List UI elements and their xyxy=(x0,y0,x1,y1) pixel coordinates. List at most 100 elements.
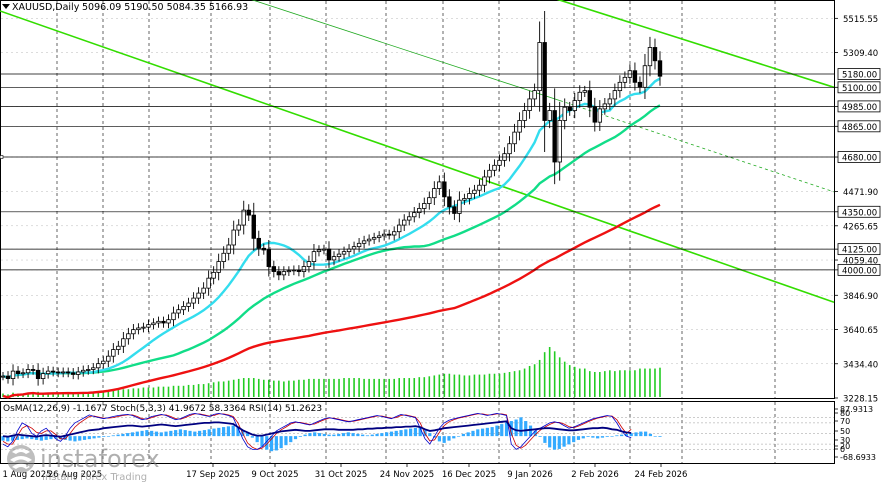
channel-line-dashed xyxy=(559,100,835,193)
osma-bar xyxy=(169,430,173,437)
candle-body xyxy=(587,90,592,108)
candle-body xyxy=(221,252,226,262)
osc-tick-label: 0 xyxy=(840,445,845,454)
osc-tick-label: 80 xyxy=(840,409,850,418)
osma-bar xyxy=(365,435,370,437)
osma-bar xyxy=(87,436,91,440)
candle-body xyxy=(96,363,101,369)
osma-bar xyxy=(44,436,48,440)
candle-body xyxy=(622,76,628,83)
price-tick-label: 3640.65 xyxy=(843,326,878,336)
candle-body xyxy=(346,248,352,253)
candle-body xyxy=(76,371,81,375)
candle-body xyxy=(211,271,216,279)
osma-bar xyxy=(456,436,461,437)
osma-bar xyxy=(116,434,120,437)
symbol-label: XAUUSD,Daily xyxy=(12,2,80,13)
trend-channel-lines xyxy=(0,0,835,304)
watermark-brand: instaforex xyxy=(40,445,160,473)
osma-bar xyxy=(341,433,346,437)
price-tick-label: 4059.40 xyxy=(843,257,878,267)
candle-body xyxy=(176,309,181,314)
price-level-tag xyxy=(837,243,881,256)
osma-bar xyxy=(404,429,408,437)
osma-bar xyxy=(644,431,648,437)
candle-body xyxy=(647,47,653,67)
candle-body xyxy=(91,367,96,370)
candle-body xyxy=(582,90,587,93)
candle-body xyxy=(612,90,618,100)
osma-bar xyxy=(265,436,269,450)
osma-bar xyxy=(552,436,557,450)
candle-body xyxy=(542,42,547,121)
osma-bar xyxy=(466,432,470,437)
osma-bar xyxy=(49,436,53,440)
oscillator-header: OsMA(12,26,9) -1.1677 Stoch(5,3,3) 41.96… xyxy=(3,404,322,414)
candle-body xyxy=(166,319,171,324)
osma-bar xyxy=(164,431,168,437)
candle-body xyxy=(30,369,36,371)
triangle-down-icon[interactable] xyxy=(2,4,10,9)
price-level-label: 4000.00 xyxy=(842,266,877,276)
candle-body xyxy=(497,159,502,166)
candle-body xyxy=(111,349,116,357)
osma-bar xyxy=(548,436,552,448)
price-tick-label: 4265.65 xyxy=(843,222,878,232)
osma-bar xyxy=(639,431,643,437)
time-tick-label: 16 Dec 2025 xyxy=(442,470,496,480)
candle-body xyxy=(402,219,407,226)
candle-body xyxy=(181,305,186,311)
osma-bar xyxy=(375,433,379,437)
osma-bar xyxy=(461,433,465,437)
osma-bar xyxy=(562,436,566,447)
osma-bar xyxy=(20,436,24,440)
candle-body xyxy=(141,326,146,329)
osma-bar xyxy=(111,435,115,437)
osma-bar xyxy=(298,436,302,437)
candle-body xyxy=(371,237,377,240)
candle-body xyxy=(316,249,322,253)
candle-body xyxy=(652,47,658,62)
candle-body xyxy=(442,181,447,198)
candle-body xyxy=(386,233,392,236)
osma-bar xyxy=(418,427,422,437)
osma-bar xyxy=(217,427,221,437)
price-axis: 5515.55 5309.40 5100.00 4985.00 4865.00 4680.… xyxy=(834,15,881,404)
candle-body xyxy=(146,324,151,328)
osma-bar xyxy=(34,436,39,440)
osma-bar xyxy=(351,433,355,437)
candle-body xyxy=(5,375,11,379)
osma-bar xyxy=(226,426,230,437)
osc-tick-label: 87.9313 xyxy=(840,405,873,414)
candle-body xyxy=(301,266,307,272)
candle-body xyxy=(306,261,312,267)
osma-bar xyxy=(289,436,293,443)
candle-body xyxy=(336,253,342,258)
osma-bar xyxy=(178,429,183,437)
osma-bar xyxy=(413,427,418,437)
osma-bar xyxy=(389,431,394,437)
osma-bar xyxy=(15,436,19,440)
candle-body xyxy=(40,373,46,379)
osma-bar xyxy=(533,430,537,437)
candle-body xyxy=(462,198,467,201)
candle-body xyxy=(351,246,357,250)
candle-body xyxy=(25,369,31,374)
price-level-tag xyxy=(837,263,881,276)
candle-body xyxy=(231,229,236,246)
candle-body xyxy=(101,360,106,365)
candle-body xyxy=(397,224,402,233)
price-level-tag xyxy=(837,68,881,80)
osma-bar xyxy=(605,436,609,437)
osma-bar xyxy=(433,436,437,438)
candle-body xyxy=(577,91,582,101)
price-level-label: 4865.00 xyxy=(842,123,877,133)
instaforex-logo-icon xyxy=(7,445,35,473)
osma-bar xyxy=(279,436,283,449)
osma-bar xyxy=(30,436,34,440)
candle-body xyxy=(331,256,337,261)
osma-bar xyxy=(485,427,489,437)
osma-bar xyxy=(504,422,509,437)
